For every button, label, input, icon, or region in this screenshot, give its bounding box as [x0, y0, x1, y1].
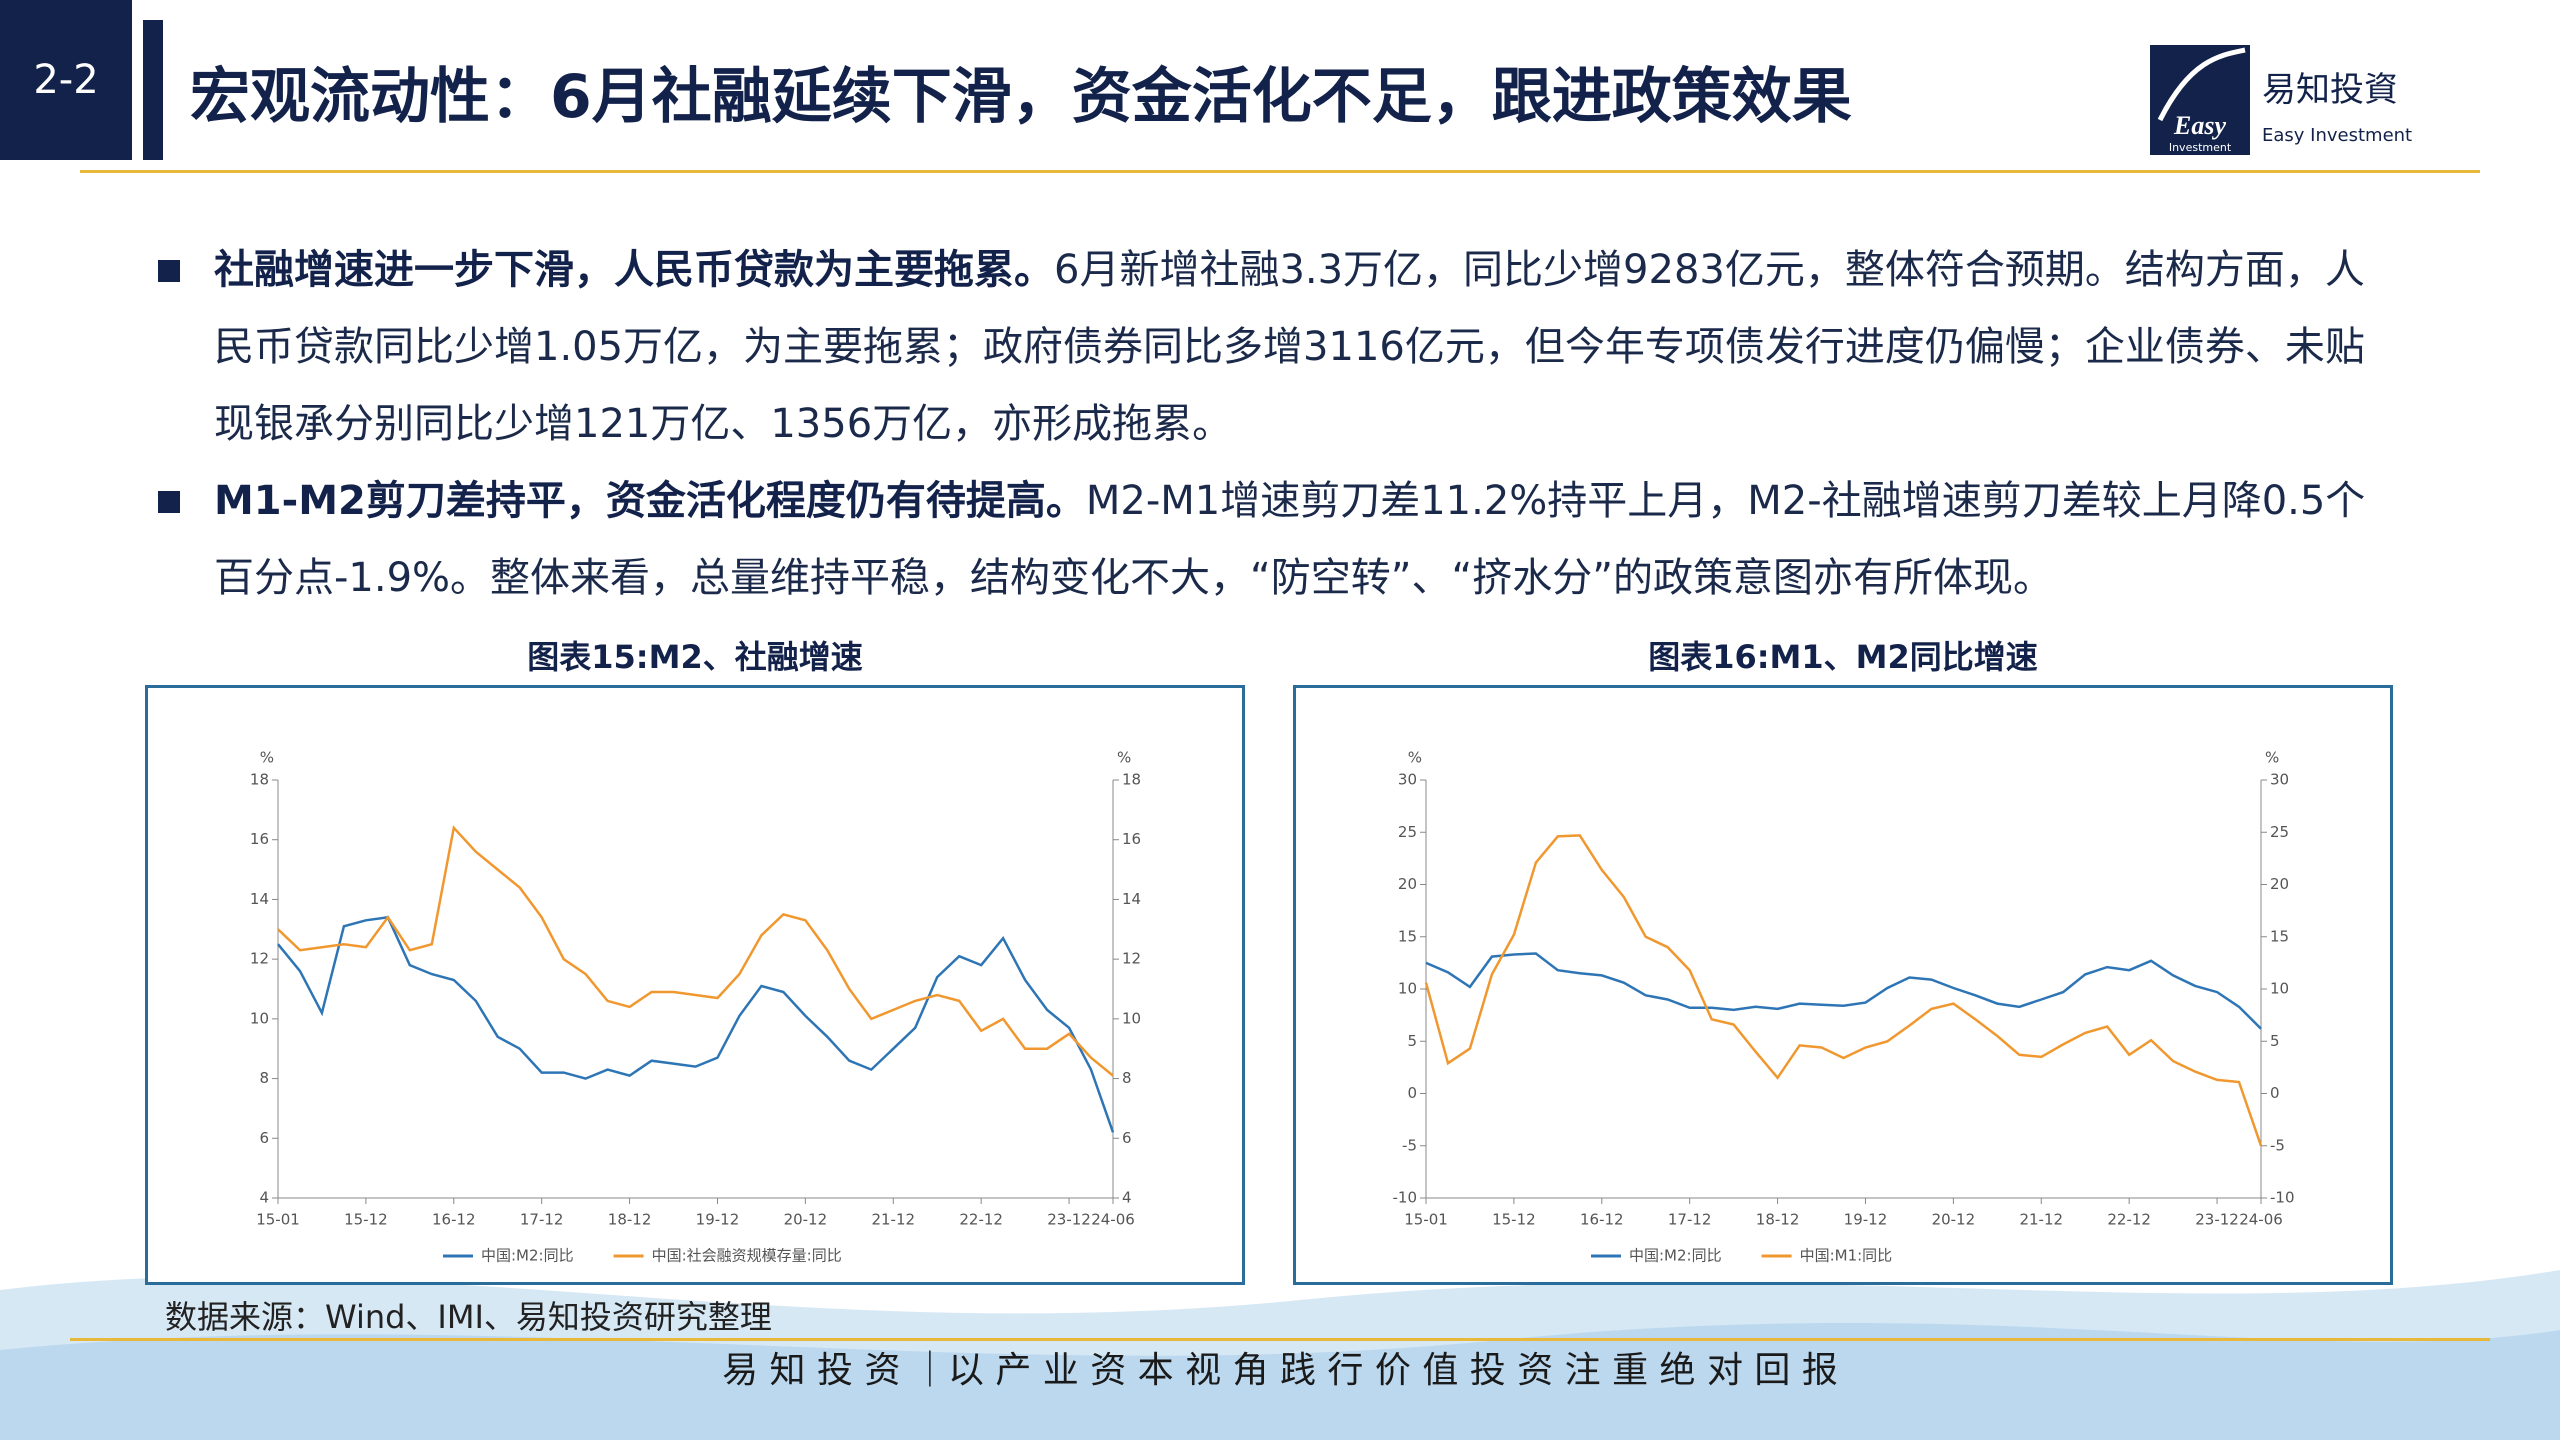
- y-unit: %: [260, 749, 274, 767]
- y2-tick-label: 4: [1122, 1189, 1132, 1207]
- y2-tick-label: 6: [1122, 1129, 1132, 1147]
- series-line: [277, 825, 1114, 1077]
- x-tick-label: 20-12: [784, 1211, 828, 1229]
- chart-title: 图表16:M1、M2同比增速: [1648, 638, 2038, 676]
- series-line: [277, 915, 1115, 1133]
- x-tick-label: 17-12: [1668, 1211, 1712, 1229]
- y2-tick-label: -5: [2270, 1136, 2285, 1154]
- y2-unit: %: [1117, 749, 1131, 767]
- bullet-list: 社融增速进一步下滑，人民币贷款为主要拖累。6月新增社融3.3万亿，同比少增928…: [150, 232, 2380, 617]
- x-tick-label: 15-01: [256, 1211, 300, 1229]
- x-tick-label: 18-12: [608, 1211, 652, 1229]
- y-tick-label: 16: [250, 830, 269, 848]
- y-tick-label: 5: [1407, 1032, 1417, 1050]
- section-number: 2-2: [0, 0, 132, 160]
- bullet-text: M2-M1增速剪刀差11.2%持平上月，M2-社融增速剪刀差较上月降0.5个百分…: [214, 478, 2366, 601]
- x-tick-label: 22-12: [2107, 1211, 2151, 1229]
- y2-tick-label: 14: [1122, 890, 1141, 908]
- y2-tick-label: 5: [2270, 1032, 2280, 1050]
- legend-label: 中国:M1:同比: [1800, 1247, 1893, 1265]
- y-unit: %: [1408, 749, 1422, 767]
- bullet-lead: M1-M2剪刀差持平，资金活化程度仍有待提高。: [214, 478, 1086, 524]
- series-line: [1425, 952, 2262, 1030]
- y2-tick-label: 15: [2270, 927, 2289, 945]
- header-bar: [143, 20, 163, 160]
- y2-tick-label: 18: [1122, 771, 1141, 789]
- bullet: 社融增速进一步下滑，人民币贷款为主要拖累。6月新增社融3.3万亿，同比少增928…: [150, 232, 2380, 463]
- y2-tick-label: 10: [2270, 980, 2289, 998]
- y-tick-label: 18: [250, 771, 269, 789]
- y2-tick-label: -10: [2270, 1189, 2295, 1207]
- y2-tick-label: 20: [2270, 875, 2289, 893]
- y-tick-label: 20: [1398, 875, 1417, 893]
- logo-mark-sub: Investment: [2169, 141, 2232, 154]
- footer-slogan: 易 知 投 资 ｜以 产 业 资 本 视 角 践 行 价 值 投 资 注 重 绝…: [722, 1350, 1838, 1391]
- bullet-text: 6月新增社融3.3万亿，同比少增9283亿元，整体符合预期。结构方面，人民币贷款…: [214, 247, 2365, 447]
- chart: 4 6 8 10 12 14 16 18 4 6 8 10 12 14 16 18% % 15-01 15-12 16…: [145, 685, 1245, 1285]
- x-tick-label: 15-12: [1492, 1211, 1536, 1229]
- y-tick-label: 6: [259, 1129, 269, 1147]
- source-note: 数据来源：Wind、IMI、易知投资研究整理: [165, 1298, 772, 1336]
- y-tick-label: 12: [250, 950, 269, 968]
- divider: [70, 1338, 2490, 1341]
- y-tick-label: 25: [1398, 823, 1417, 841]
- y2-tick-label: 25: [2270, 823, 2289, 841]
- x-tick-label: 16-12: [432, 1211, 476, 1229]
- y-tick-label: 0: [1407, 1084, 1417, 1102]
- legend-label: 中国:M2:同比: [481, 1247, 574, 1265]
- logo-box: [2150, 45, 2250, 155]
- chart: -10 -5 0 5 10 15 20 25 30 -10 -5 0 5 10 15 20 25 30% % 15-0…: [1293, 685, 2393, 1285]
- logo-cn: 易知投資: [2262, 70, 2398, 110]
- x-tick-label: 16-12: [1580, 1211, 1624, 1229]
- y-tick-label: 10: [250, 1009, 269, 1027]
- x-tick-label: 24-06: [2239, 1211, 2283, 1229]
- y-tick-label: 30: [1398, 771, 1417, 789]
- y2-tick-label: 0: [2270, 1084, 2280, 1102]
- y-tick-label: 10: [1398, 980, 1417, 998]
- series-line: [1424, 834, 2263, 1147]
- x-tick-label: 24-06: [1091, 1211, 1135, 1229]
- x-tick-label: 22-12: [959, 1211, 1003, 1229]
- x-tick-label: 15-12: [344, 1211, 388, 1229]
- logo-mark: Easy: [2173, 111, 2226, 140]
- y-tick-label: 15: [1398, 927, 1417, 945]
- y2-tick-label: 12: [1122, 950, 1141, 968]
- y2-tick-label: 10: [1122, 1009, 1141, 1027]
- logo: Easy Investment 易知投資 Easy Investment: [2150, 45, 2412, 155]
- x-tick-label: 18-12: [1756, 1211, 1800, 1229]
- x-tick-label: 19-12: [1844, 1211, 1888, 1229]
- x-tick-label: 23-12: [2195, 1211, 2239, 1229]
- x-tick-label: 21-12: [871, 1211, 915, 1229]
- y-tick-label: -10: [1393, 1189, 1418, 1207]
- divider: [80, 170, 2480, 173]
- slide-title: 宏观流动性：6月社融延续下滑，资金活化不足，跟进政策效果: [190, 62, 1852, 132]
- legend-label: 中国:社会融资规模存量:同比: [652, 1247, 842, 1265]
- y-tick-label: 4: [259, 1189, 269, 1207]
- y2-tick-label: 16: [1122, 830, 1141, 848]
- y-tick-label: -5: [1402, 1136, 1417, 1154]
- logo-en: Easy Investment: [2262, 125, 2412, 146]
- background-wave: [0, 1270, 2560, 1440]
- y-tick-label: 14: [250, 890, 269, 908]
- x-tick-label: 15-01: [1404, 1211, 1448, 1229]
- y2-tick-label: 30: [2270, 771, 2289, 789]
- x-tick-label: 19-12: [696, 1211, 740, 1229]
- x-tick-label: 23-12: [1047, 1211, 1091, 1229]
- y-tick-label: 8: [259, 1069, 269, 1087]
- x-tick-label: 17-12: [520, 1211, 564, 1229]
- legend-label: 中国:M2:同比: [1629, 1247, 1722, 1265]
- y2-tick-label: 8: [1122, 1069, 1132, 1087]
- x-tick-label: 20-12: [1932, 1211, 1976, 1229]
- bullet: M1-M2剪刀差持平，资金活化程度仍有待提高。M2-M1增速剪刀差11.2%持平…: [150, 463, 2380, 617]
- bullet-lead: 社融增速进一步下滑，人民币贷款为主要拖累。: [214, 247, 1054, 293]
- chart-title: 图表15:M2、社融增速: [527, 638, 863, 676]
- y2-unit: %: [2265, 749, 2279, 767]
- x-tick-label: 21-12: [2019, 1211, 2063, 1229]
